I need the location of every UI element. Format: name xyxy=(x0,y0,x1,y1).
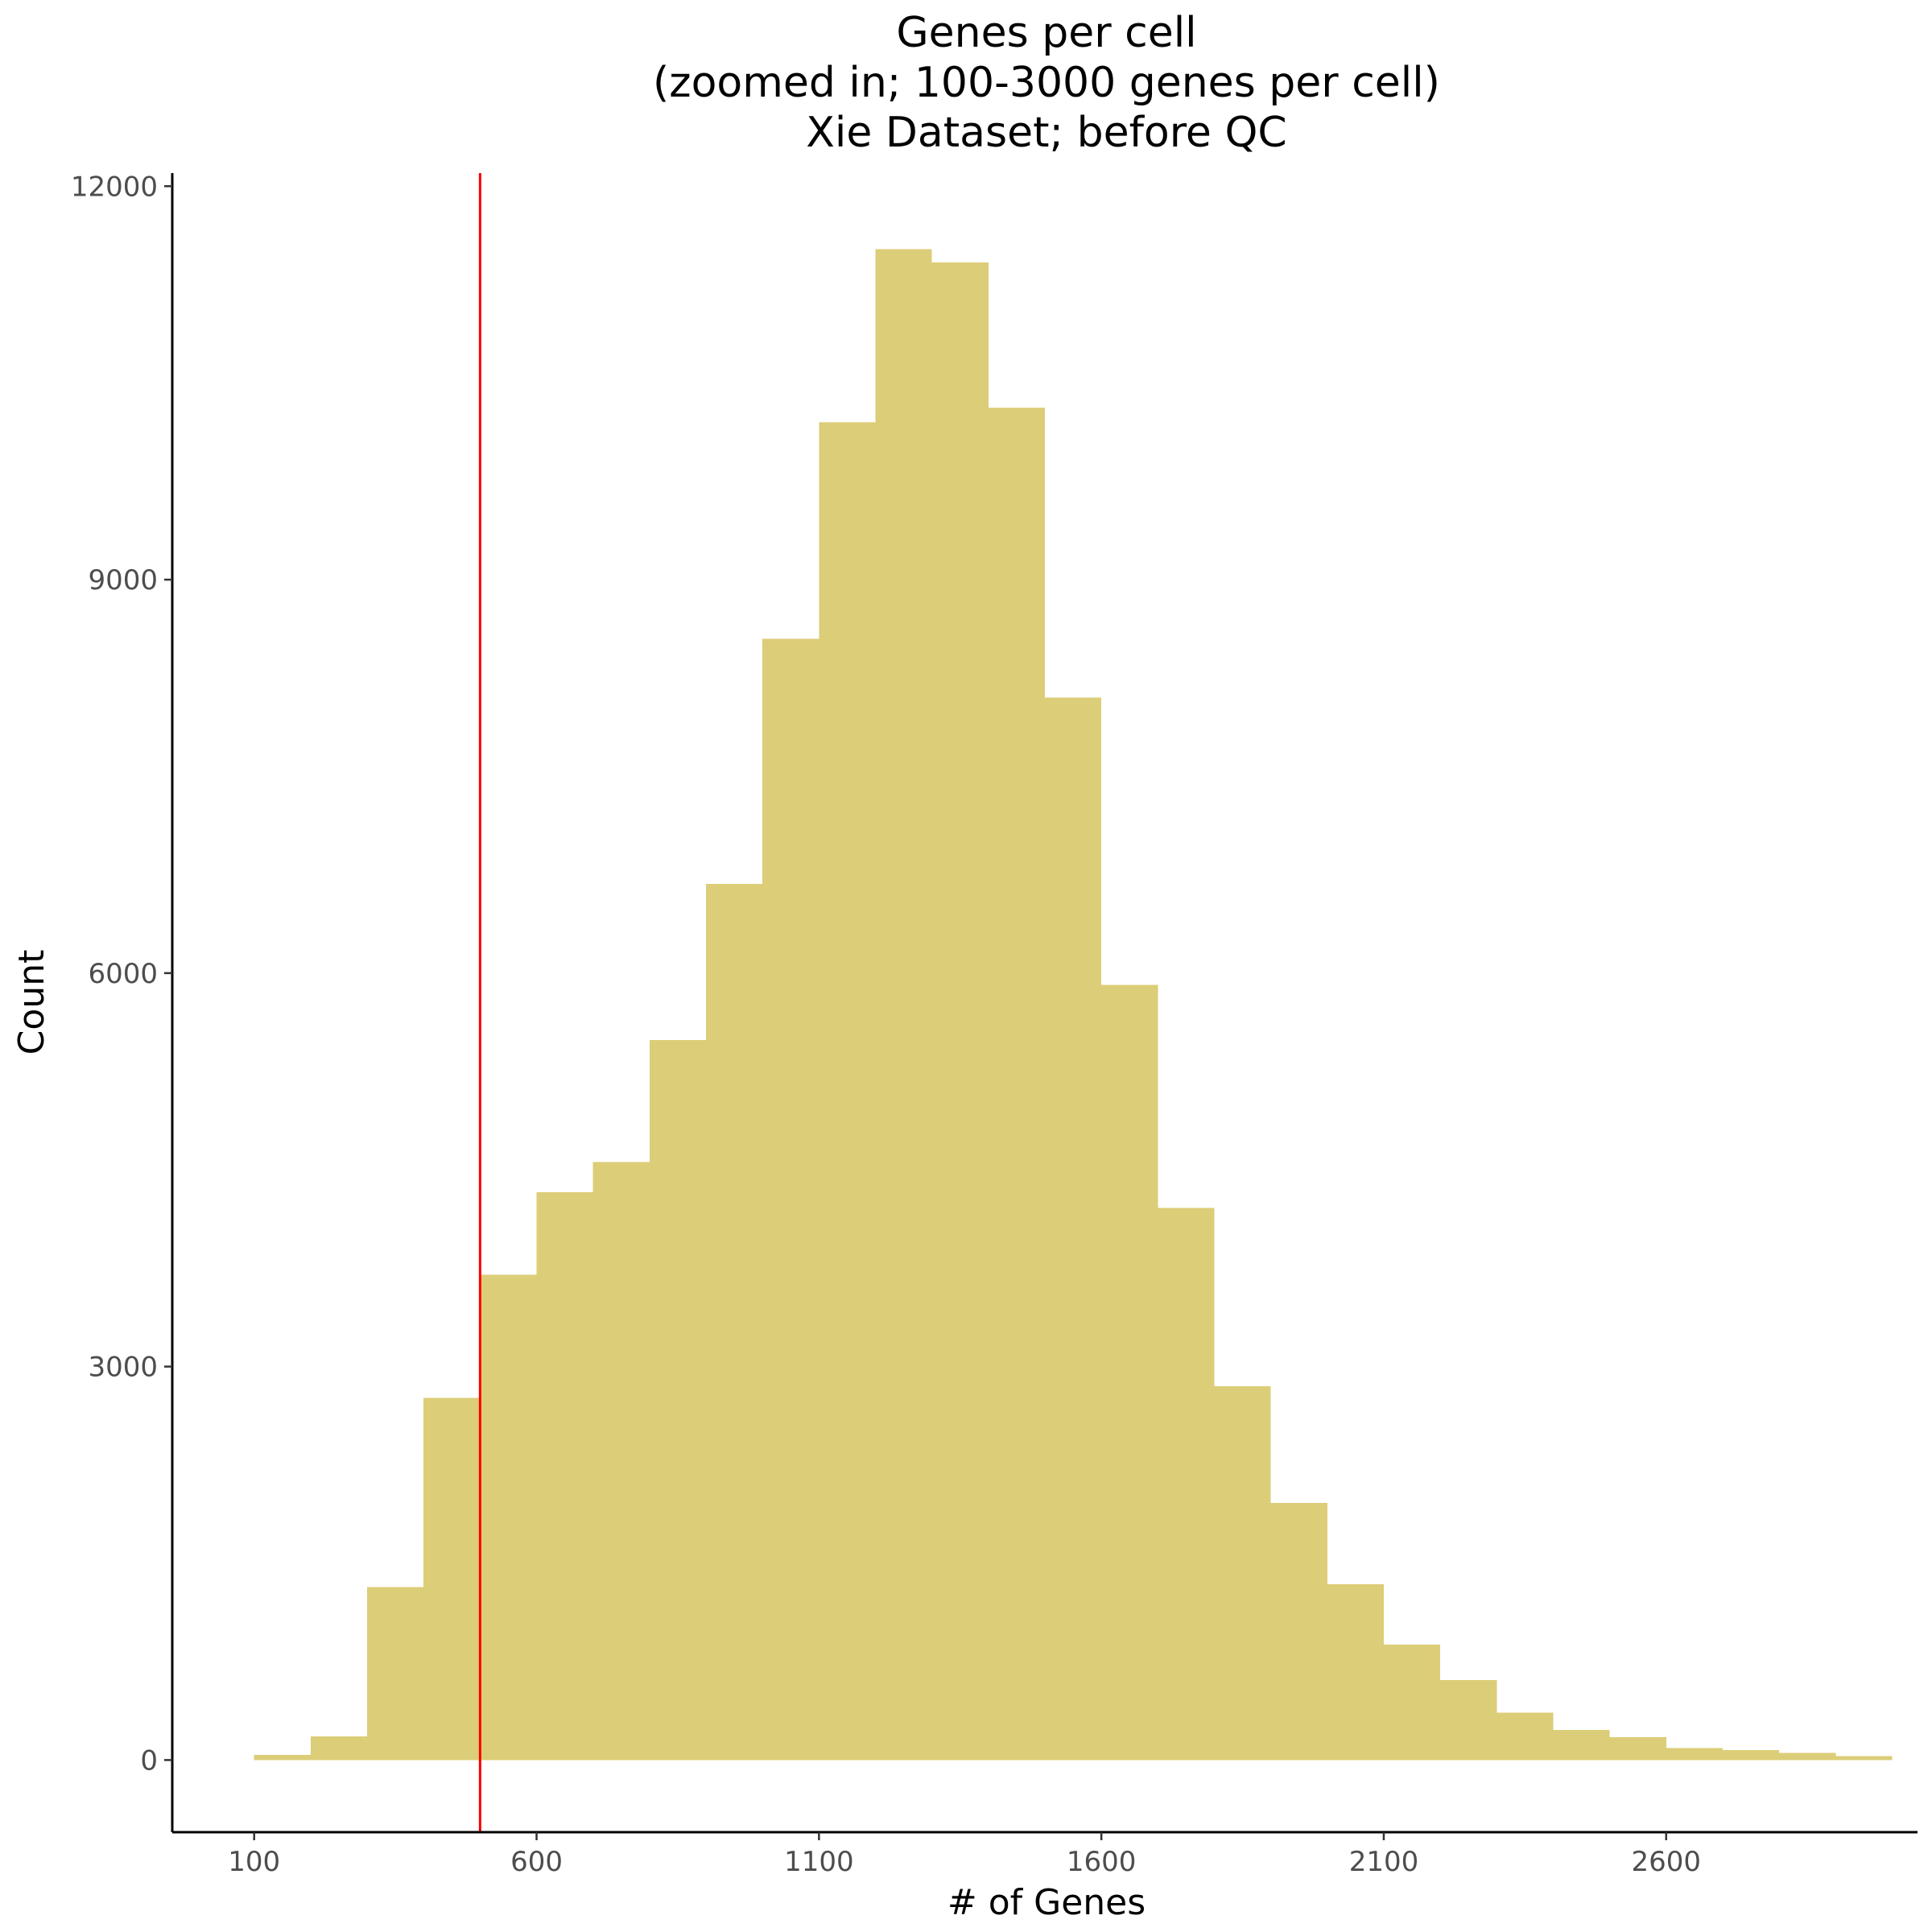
histogram-bar-16 xyxy=(1158,1208,1215,1761)
histogram-bar-10 xyxy=(819,422,876,1761)
y-tick-label-4: 12000 xyxy=(71,171,158,203)
x-tick-label-1: 600 xyxy=(510,1846,563,1878)
histogram-bar-3 xyxy=(423,1397,481,1761)
histogram-bar-20 xyxy=(1383,1645,1441,1761)
y-tick-label-3: 9000 xyxy=(88,564,158,597)
x-axis-ticks: 100 600 1100 1600 2100 2600 xyxy=(228,1832,1701,1878)
axes xyxy=(171,173,1918,1834)
histogram-bar-18 xyxy=(1270,1503,1327,1761)
x-axis-label: # of Genes xyxy=(947,1882,1146,1923)
x-tick-label-5: 2600 xyxy=(1632,1846,1702,1878)
histogram-bar-6 xyxy=(592,1162,650,1761)
y-tick-label-0: 0 xyxy=(140,1744,158,1777)
histogram-bar-7 xyxy=(649,1039,707,1761)
y-axis-ticks: 0 3000 6000 9000 12000 xyxy=(71,171,172,1777)
histogram-bar-26 xyxy=(1722,1750,1780,1761)
histogram-bar-19 xyxy=(1327,1584,1384,1761)
chart-title-line-2: (zoomed in; 100-3000 genes per cell) xyxy=(653,59,1440,107)
histogram-bar-21 xyxy=(1440,1680,1497,1761)
histogram-bar-0 xyxy=(254,1754,311,1761)
y-tick-label-2: 6000 xyxy=(88,958,158,990)
chart-title-line-3: Xie Dataset; before QC xyxy=(806,109,1286,157)
histogram-bar-11 xyxy=(875,249,932,1761)
histogram-bar-22 xyxy=(1496,1712,1554,1761)
histogram-bar-24 xyxy=(1609,1736,1666,1761)
histogram-bar-23 xyxy=(1553,1729,1610,1761)
x-tick-label-0: 100 xyxy=(228,1846,280,1878)
x-tick-label-4: 2100 xyxy=(1349,1846,1419,1878)
y-tick-label-1: 3000 xyxy=(88,1352,158,1384)
x-tick-label-3: 1600 xyxy=(1067,1846,1137,1878)
x-tick-label-2: 1100 xyxy=(784,1846,854,1878)
histogram-bar-5 xyxy=(536,1191,593,1761)
histogram-bar-13 xyxy=(988,407,1045,1761)
chart-title-line-1: Genes per cell xyxy=(896,9,1196,57)
histogram-bar-8 xyxy=(706,884,763,1761)
histogram-bar-9 xyxy=(762,638,819,1761)
histogram-bars xyxy=(254,249,1893,1761)
histogram-bar-28 xyxy=(1835,1756,1893,1761)
histogram-bar-27 xyxy=(1779,1752,1836,1761)
histogram-bar-1 xyxy=(310,1736,368,1761)
histogram-bar-25 xyxy=(1666,1748,1723,1761)
histogram-bar-17 xyxy=(1214,1386,1271,1761)
histogram-bar-12 xyxy=(931,262,989,1761)
y-axis-label: Count xyxy=(11,950,52,1055)
histogram-bar-15 xyxy=(1101,985,1158,1761)
histogram-bar-2 xyxy=(367,1587,424,1761)
histogram-bar-14 xyxy=(1045,697,1102,1761)
histogram-bar-4 xyxy=(480,1274,537,1761)
